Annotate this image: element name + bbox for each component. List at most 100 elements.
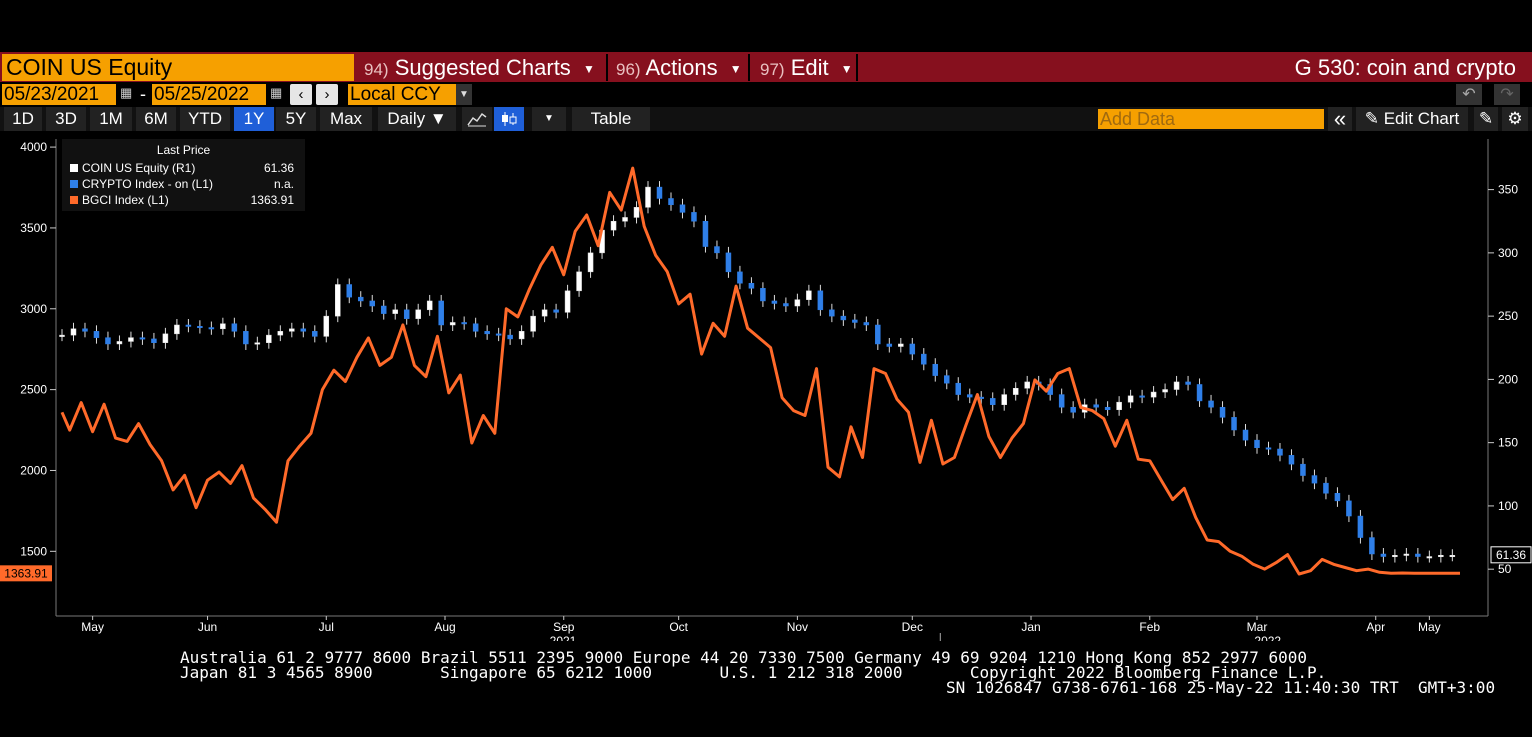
- legend-value: 61.36: [263, 161, 294, 175]
- start-date-field[interactable]: 05/23/2021: [2, 84, 116, 105]
- right-tick-label: 150: [1498, 436, 1518, 450]
- coin-candle: [1254, 439, 1260, 448]
- coin-candle: [358, 296, 364, 302]
- range-button-max[interactable]: Max: [320, 107, 372, 131]
- coin-candle: [989, 398, 996, 405]
- x-tick-label: Nov: [787, 620, 808, 634]
- coin-candle: [1300, 463, 1306, 476]
- calendar-icon[interactable]: ▦: [270, 85, 283, 100]
- edit-settings-icon[interactable]: ✎: [1474, 107, 1498, 131]
- coin-candle: [1357, 515, 1364, 538]
- currency-dropdown[interactable]: Local CCY: [348, 84, 472, 105]
- coin-candle: [415, 309, 421, 319]
- table-button[interactable]: Table: [572, 107, 650, 131]
- caret-down-icon[interactable]: ▼: [456, 84, 472, 105]
- line-chart-icon[interactable]: [462, 107, 492, 131]
- legend-value: n.a.: [273, 177, 294, 191]
- coin-candle: [714, 246, 720, 254]
- range-button-1m[interactable]: 1M: [90, 107, 132, 131]
- coin-candle: [1024, 381, 1030, 389]
- menu-label: Suggested Charts: [394, 55, 571, 80]
- coin-candle: [1288, 455, 1295, 465]
- prev-period-button[interactable]: ‹: [290, 84, 312, 105]
- coin-candle: [484, 331, 490, 335]
- last-value-left-box: [0, 565, 52, 582]
- coin-candle: [1392, 555, 1398, 558]
- coin-candle: [1150, 391, 1157, 398]
- edit-chart-button[interactable]: ✎ Edit Chart: [1356, 107, 1468, 131]
- footer-contacts-line1: Australia 61 2 9777 8600 Brazil 5511 239…: [180, 648, 1308, 667]
- coin-candle: [829, 309, 835, 317]
- legend-label: COIN US Equity (R1): [82, 161, 196, 175]
- x-year-label: 2022: [1254, 634, 1281, 641]
- chart-type-caret-icon[interactable]: ▼: [532, 107, 566, 131]
- coin-candle: [1380, 553, 1387, 557]
- suggested-charts-menu[interactable]: 94) Suggested Charts ▼: [358, 54, 608, 81]
- range-button-ytd[interactable]: YTD: [180, 107, 230, 131]
- left-tick-label: 3000: [20, 302, 47, 316]
- range-button-1y[interactable]: 1Y: [234, 107, 274, 131]
- price-chart[interactable]: 1500 2000 2500 3000 3500 4000 50 100 150 200 250 3…: [0, 131, 1532, 641]
- last-value-right: 61.36: [1496, 548, 1526, 562]
- x-tick-label: Jun: [198, 620, 217, 634]
- collapse-icon[interactable]: «: [1328, 107, 1352, 131]
- coin-candle: [737, 271, 743, 284]
- coin-candle: [541, 309, 548, 317]
- bgci-series-line: [60, 166, 1460, 576]
- calendar-icon[interactable]: ▦: [120, 85, 133, 100]
- coin-candle: [966, 394, 973, 398]
- redo-icon[interactable]: ↷: [1494, 84, 1520, 105]
- coin-candle: [875, 324, 881, 345]
- coin-candle: [576, 271, 582, 292]
- range-button-1d[interactable]: 1D: [4, 107, 42, 131]
- coin-candle: [1242, 429, 1249, 441]
- coin-candle: [174, 324, 180, 335]
- x-tick-label: May: [81, 620, 104, 634]
- add-data-input[interactable]: [1098, 109, 1324, 129]
- next-period-button[interactable]: ›: [316, 84, 338, 105]
- coin-candle: [507, 334, 513, 340]
- coin-candle: [495, 333, 502, 336]
- end-date-field[interactable]: 05/25/2022: [152, 84, 266, 105]
- coin-candle: [1231, 417, 1237, 431]
- coin-candle: [1139, 395, 1145, 398]
- coin-candle: [105, 337, 111, 345]
- coin-candle: [771, 300, 778, 304]
- frequency-dropdown[interactable]: Daily ▼: [378, 107, 456, 131]
- coin-candle: [1311, 475, 1318, 484]
- menu-number: 97): [760, 60, 785, 79]
- coin-candle: [323, 315, 330, 337]
- coin-candle: [1334, 493, 1341, 502]
- coin-candle: [921, 353, 927, 365]
- coin-candle: [610, 220, 617, 231]
- coin-candle: [151, 338, 157, 343]
- legend-swatch: [70, 180, 78, 188]
- coin-candlestick-series: [59, 181, 1456, 563]
- coin-candle: [472, 323, 479, 332]
- chart-legend: Last Price COIN US Equity (R1) 61.36 CRY…: [62, 139, 305, 211]
- edit-menu[interactable]: 97) Edit ▼: [754, 54, 858, 81]
- undo-icon[interactable]: ↶: [1456, 84, 1482, 105]
- security-field[interactable]: COIN US Equity: [2, 54, 354, 81]
- range-button-6m[interactable]: 6M: [136, 107, 176, 131]
- candlestick-icon[interactable]: [494, 107, 524, 131]
- coin-candle: [1185, 381, 1191, 385]
- caret-down-icon: ▼: [840, 61, 853, 76]
- coin-candle: [1438, 555, 1444, 558]
- range-button-5y[interactable]: 5Y: [276, 107, 316, 131]
- coin-candle: [886, 343, 893, 347]
- actions-menu[interactable]: 96) Actions ▼: [610, 54, 750, 81]
- coin-candle: [289, 328, 295, 332]
- coin-candle: [1070, 406, 1076, 413]
- right-tick-label: 350: [1498, 183, 1518, 197]
- legend-label: CRYPTO Index - on (L1): [82, 177, 213, 191]
- coin-candle: [852, 319, 858, 323]
- right-tick-label: 200: [1498, 372, 1518, 386]
- coin-candle: [932, 363, 939, 376]
- coin-candle: [1173, 381, 1180, 390]
- settings-icon[interactable]: ⚙: [1502, 107, 1528, 131]
- left-tick-label: 1500: [20, 544, 47, 558]
- coin-candle: [806, 290, 812, 300]
- coin-candle: [530, 315, 536, 332]
- range-button-3d[interactable]: 3D: [46, 107, 86, 131]
